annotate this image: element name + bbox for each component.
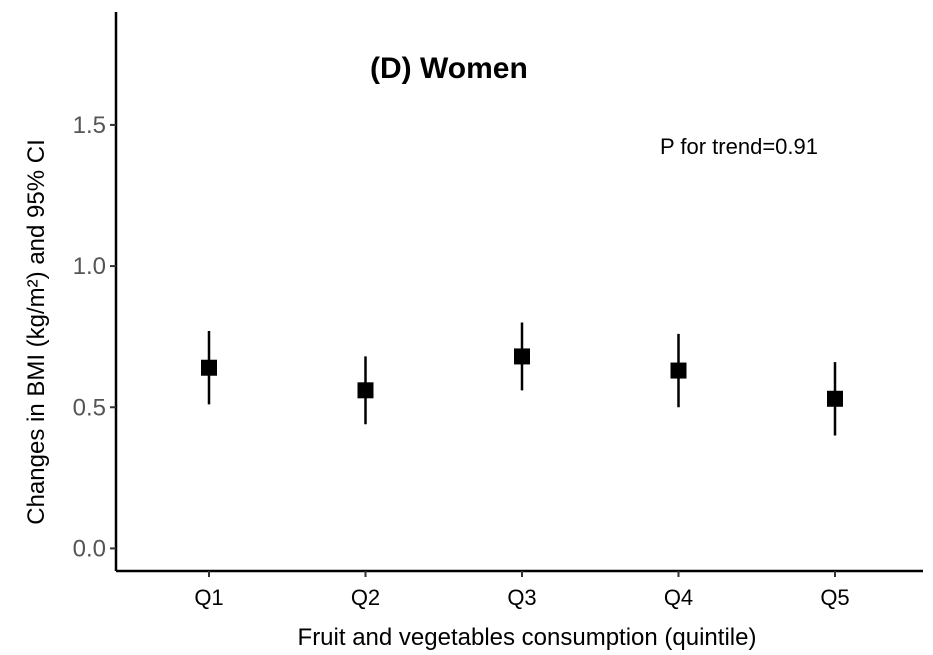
y-tick-label: 0.5 (73, 394, 106, 421)
x-tick-label: Q4 (664, 585, 693, 610)
p-trend-annotation: P for trend=0.91 (660, 134, 818, 159)
data-marks (201, 322, 843, 436)
data-point (827, 390, 843, 407)
x-tick-label: Q5 (820, 585, 849, 610)
axes: 0.0 0.5 1.0 1.5 Q1 Q2 Q3 Q4 Q5 (73, 12, 923, 610)
y-tick-label: 1.5 (73, 112, 106, 139)
data-point (514, 348, 530, 365)
x-axis-title: Fruit and vegetables consumption (quinti… (298, 624, 757, 651)
x-tick-label: Q1 (194, 585, 223, 610)
y-tick-label: 0.0 (73, 535, 106, 562)
x-tick-label: Q3 (507, 585, 536, 610)
y-tick-label: 1.0 (73, 253, 106, 280)
chart-title: (D) Women (370, 52, 528, 85)
data-point (201, 359, 217, 376)
x-tick-label: Q2 (351, 585, 380, 610)
data-point (670, 362, 687, 379)
data-point (357, 382, 374, 399)
y-axis-title: Changes in BMI (kg/m²) and 95% CI (23, 139, 50, 525)
